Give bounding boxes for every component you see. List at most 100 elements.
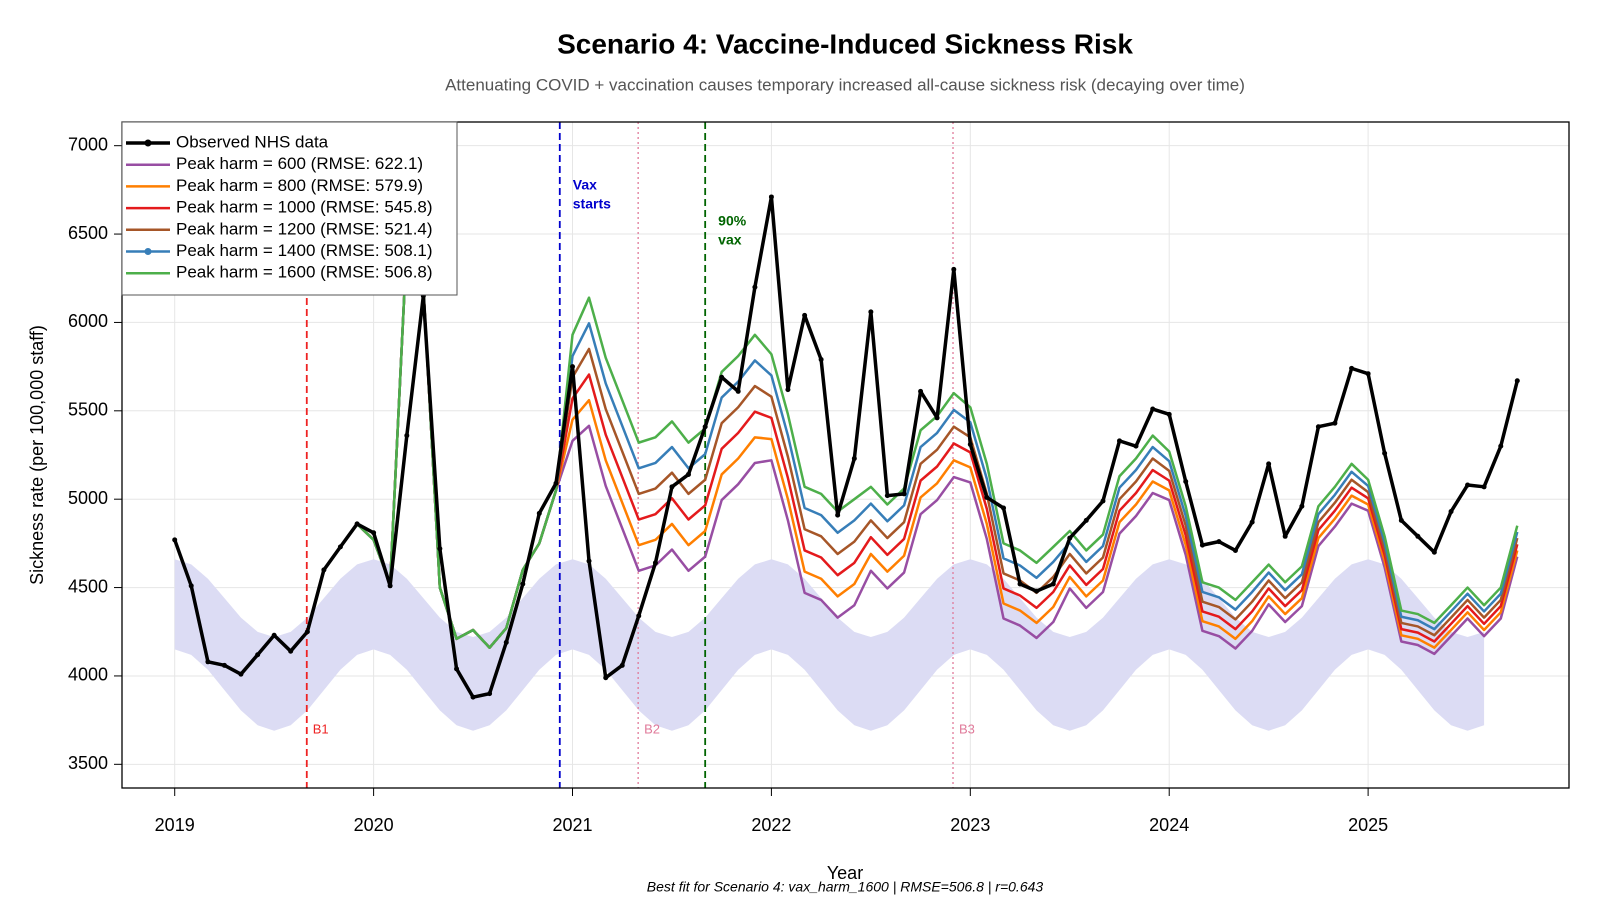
data-point (205, 659, 211, 665)
data-point (1465, 482, 1471, 488)
data-point (735, 388, 741, 394)
data-point (1116, 438, 1122, 444)
data-point (536, 510, 542, 516)
legend-label: Peak harm = 1000 (RMSE: 545.8) (176, 198, 433, 217)
data-point (719, 374, 725, 380)
x-tick-label: 2021 (552, 815, 592, 835)
data-point (454, 666, 460, 672)
data-point (1199, 542, 1205, 548)
data-point (1067, 535, 1073, 541)
data-point (1398, 517, 1404, 523)
legend-box (121, 121, 458, 296)
series-line (173, 195, 1519, 699)
data-point (371, 530, 377, 536)
footer-note: Best fit for Scenario 4: vax_harm_1600 |… (647, 879, 1044, 895)
data-point (1498, 443, 1504, 449)
data-point (1001, 505, 1007, 511)
reference-label: 90% (718, 213, 747, 229)
data-point (1232, 547, 1238, 553)
data-point (255, 652, 261, 658)
data-point (470, 694, 476, 700)
reference-label: Vax (573, 177, 597, 193)
data-point (1266, 461, 1272, 467)
data-point (1017, 581, 1023, 587)
legend: Observed NHS data Peak harm = 600 (RMSE: … (121, 121, 458, 296)
x-axis-label: Year (827, 863, 863, 883)
data-point (437, 546, 443, 552)
x-tick-label: 2023 (950, 815, 990, 835)
x-tick-label: 2024 (1149, 815, 1189, 835)
data-point (918, 388, 924, 394)
data-point (652, 560, 658, 566)
data-point (172, 537, 178, 543)
chart-subtitle: Attenuating COVID + vaccination causes t… (445, 75, 1245, 94)
data-point (503, 639, 509, 645)
data-point (619, 662, 625, 668)
data-point (768, 194, 774, 200)
legend-label: Peak harm = 800 (RMSE: 579.9) (176, 176, 423, 195)
data-point (321, 567, 327, 573)
data-point (354, 521, 360, 527)
y-tick-label: 6000 (68, 311, 108, 331)
legend-label: Peak harm = 600 (RMSE: 622.1) (176, 154, 423, 173)
data-point (603, 675, 609, 681)
data-point (984, 494, 990, 500)
x-tick-label: 2025 (1348, 815, 1388, 835)
x-tick-label: 2022 (751, 815, 791, 835)
y-tick-label: 4500 (68, 576, 108, 596)
data-point (1100, 498, 1106, 504)
y-tick-label: 6500 (68, 223, 108, 243)
data-point (818, 357, 824, 363)
x-tick-label: 2020 (354, 815, 394, 835)
legend-marker (144, 139, 152, 147)
data-point (1332, 420, 1338, 426)
data-point (1365, 371, 1371, 377)
baseline-band (174, 559, 1485, 731)
data-point (669, 484, 675, 490)
data-point (702, 424, 708, 430)
data-point (570, 364, 576, 370)
data-point (1216, 539, 1222, 545)
data-point (1150, 406, 1156, 412)
reference-label: vax (718, 232, 742, 248)
data-point (304, 629, 310, 635)
data-point (1282, 533, 1288, 539)
legend-label: Observed NHS data (176, 132, 329, 151)
y-tick-label: 4000 (68, 665, 108, 685)
data-point (1133, 443, 1139, 449)
data-point (802, 312, 808, 318)
data-point (1448, 509, 1454, 515)
data-point (586, 558, 592, 564)
legend-label: Peak harm = 1600 (RMSE: 506.8) (176, 263, 433, 282)
data-point (404, 433, 410, 439)
data-point (884, 493, 890, 499)
data-point (1166, 411, 1172, 417)
data-point (1415, 533, 1421, 539)
data-point (1249, 519, 1255, 525)
data-point (487, 691, 493, 697)
x-tick-label: 2019 (155, 815, 195, 835)
data-point (553, 480, 559, 486)
y-tick-label: 7000 (68, 134, 108, 154)
data-point (288, 648, 294, 654)
reference-label: B1 (313, 721, 329, 736)
data-point (851, 456, 857, 462)
data-point (188, 583, 194, 589)
data-point (387, 583, 393, 589)
y-tick-label: 5000 (68, 488, 108, 508)
data-point (752, 284, 758, 290)
data-point (1481, 484, 1487, 490)
data-point (636, 613, 642, 619)
data-point (868, 309, 874, 315)
data-point (1514, 378, 1520, 384)
series-line (173, 241, 1519, 676)
data-point (238, 671, 244, 677)
plot-frame (121, 121, 1570, 789)
y-axis-label: Sickness rate (per 100,000 staff) (27, 325, 47, 585)
data-point (835, 512, 841, 518)
data-point (785, 387, 791, 393)
data-point (221, 662, 227, 668)
legend-label: Peak harm = 1400 (RMSE: 508.1) (176, 241, 433, 260)
